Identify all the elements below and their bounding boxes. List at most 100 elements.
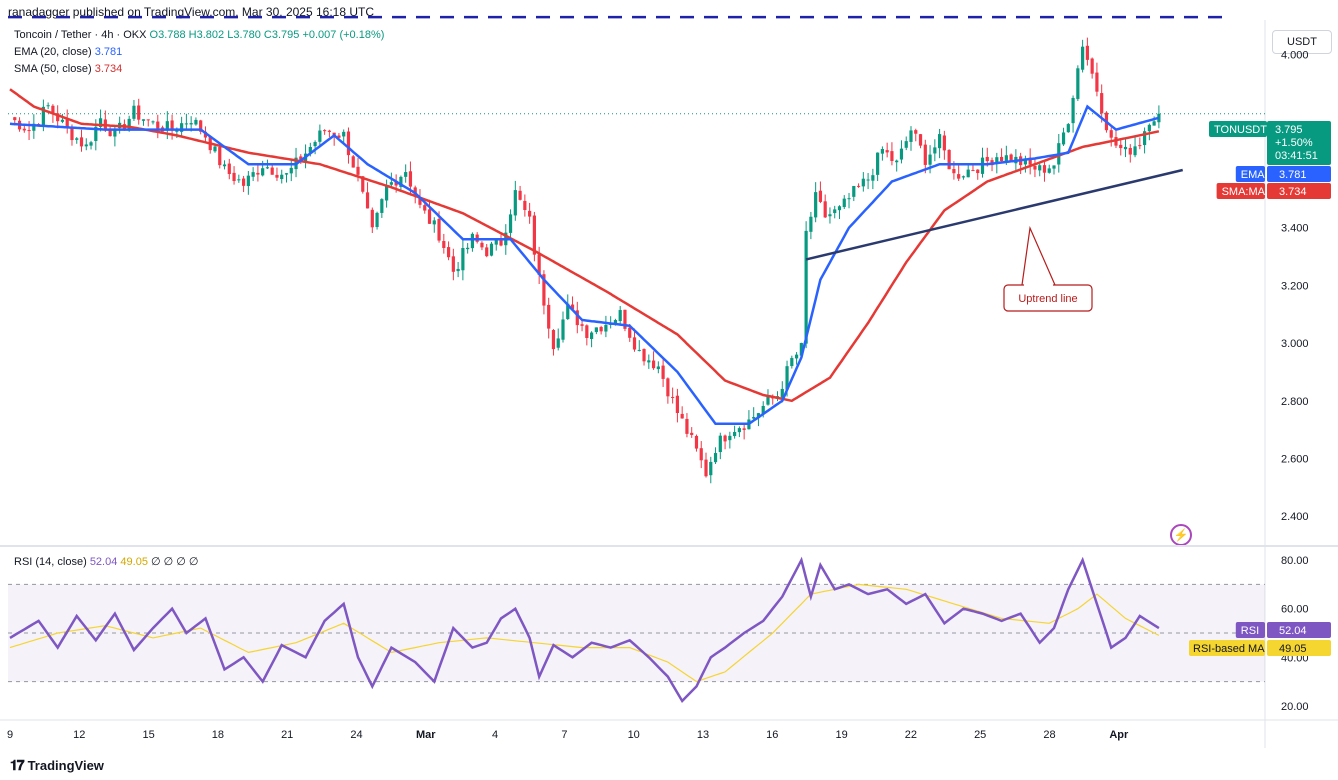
candle (604, 315, 608, 338)
candle (933, 139, 937, 162)
sma-legend[interactable]: SMA (50, close) 3.734 (14, 63, 122, 75)
candle-body (489, 243, 494, 256)
candle-body (1152, 121, 1156, 126)
candle-body (885, 150, 889, 153)
candle-body (1023, 158, 1028, 165)
ema-badge-label: EMA (1241, 169, 1266, 181)
candle-body (361, 176, 365, 192)
candle (237, 174, 241, 183)
rsi-legend[interactable]: RSI (14, close) 52.04 49.05 ∅ ∅ ∅ ∅ (14, 555, 199, 568)
candle-body (75, 138, 79, 140)
candle (580, 319, 584, 332)
candle (999, 148, 1004, 162)
candle (904, 136, 908, 151)
candle-body (194, 119, 198, 125)
candle (222, 160, 227, 170)
candle (65, 109, 69, 134)
price-badge-text: 3.795 (1275, 124, 1303, 136)
candle (756, 412, 761, 427)
candle-body (895, 160, 899, 163)
candle (661, 357, 665, 387)
rsi-legend-value: 52.04 (89, 556, 118, 568)
candle (828, 207, 832, 224)
candle-body (790, 358, 794, 367)
candle (399, 175, 403, 191)
candle (499, 234, 503, 247)
candle (895, 159, 899, 172)
candle-body (1138, 145, 1142, 147)
candle (323, 129, 327, 135)
candle (685, 413, 689, 438)
candle-body (432, 220, 436, 225)
candle-body (1038, 165, 1042, 171)
candle-body (203, 131, 208, 138)
candle-body (1033, 165, 1037, 170)
candle-body (313, 142, 317, 147)
candle (270, 164, 274, 175)
candle-body (671, 396, 675, 398)
candle-body (170, 120, 174, 131)
rsi-ma-badge: RSI-based MA 49.05 (1189, 640, 1331, 656)
candle-body (833, 209, 837, 214)
candle-body (704, 459, 708, 477)
ema-legend[interactable]: EMA (20, close) 3.781 (14, 46, 122, 58)
candle-body (1119, 144, 1123, 149)
rsi-ma-legend-value: 49.05 (120, 556, 148, 568)
tradingview-footer: 𝟏𝟕 TradingView (10, 757, 104, 774)
candle (1076, 65, 1080, 102)
candle-body (189, 123, 193, 125)
candle (899, 140, 904, 164)
candle-body (842, 198, 846, 208)
candle-body (494, 239, 498, 245)
candle-body (1100, 93, 1104, 114)
ohlc-values: O3.788 H3.802 L3.780 C3.795 +0.007 (+0.1… (149, 29, 385, 41)
candle-body (937, 134, 942, 149)
price-badge: TONUSDT 3.795+1.50%03:41:51 (1209, 121, 1331, 165)
candle-body (94, 126, 98, 142)
candle (246, 170, 250, 195)
candle (651, 351, 656, 370)
candle (203, 126, 208, 143)
candle (918, 133, 923, 149)
candle-body (346, 131, 351, 156)
candle (1100, 84, 1104, 123)
candle-body (356, 166, 360, 175)
candle (184, 113, 188, 130)
candle (256, 165, 260, 182)
candle (690, 427, 694, 438)
candle-body (1081, 46, 1085, 70)
annotation-pointer (1021, 225, 1056, 286)
candle (370, 207, 374, 234)
candle (446, 241, 451, 261)
candle (680, 406, 684, 419)
candle (1147, 123, 1151, 141)
candle-body (418, 197, 422, 205)
candle (976, 169, 980, 180)
candle (375, 211, 379, 230)
symbol-legend: Toncoin / Tether · 4h · OKX O3.788 H3.80… (14, 29, 384, 41)
rsi-badge-label: RSI (1241, 625, 1259, 637)
candle-body (280, 174, 284, 180)
candle-body (589, 332, 594, 339)
candle-body (480, 242, 484, 248)
candle (1133, 137, 1137, 158)
candle (880, 146, 884, 161)
sma-legend-value: 3.734 (94, 63, 123, 75)
candle-body (618, 310, 622, 321)
candle-body (523, 200, 527, 210)
candle-body (132, 105, 136, 119)
time-tick-label: 9 (7, 729, 13, 741)
candle-body (637, 349, 641, 351)
candle-body (237, 179, 241, 181)
candle (137, 98, 141, 125)
candle (84, 138, 88, 151)
currency-selector[interactable]: USDT (1272, 30, 1332, 54)
candle (218, 145, 222, 169)
candle (141, 119, 146, 126)
candle-body (375, 212, 379, 227)
candle (961, 175, 966, 180)
candle-body (446, 247, 451, 258)
candle-body (985, 156, 989, 162)
candle (866, 173, 870, 190)
